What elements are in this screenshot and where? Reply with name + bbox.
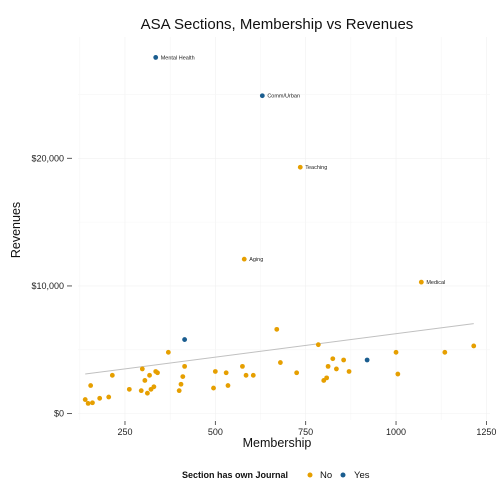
data-point [346,369,352,374]
data-point [341,357,347,363]
data-point [212,369,218,374]
data-point [85,401,91,406]
data-point [211,385,216,391]
legend-label-yes: Yes [354,470,370,481]
data-point [442,349,448,355]
data-point [144,390,150,396]
x-tick-label: 1250 [476,427,496,437]
data-point [250,372,256,378]
data-point [182,337,188,342]
y-axis-ticks: $0 $10,000 $20,000 [31,153,72,419]
data-point [182,363,188,369]
data-point-label: Medical [426,280,445,286]
data-point-label: Mental Health [161,55,195,61]
legend-marker-no [307,472,313,478]
data-point [139,366,145,372]
data-point [97,395,103,401]
x-tick-label: 500 [208,427,223,437]
x-axis-label: Membership [243,436,312,450]
data-point [259,93,265,99]
data-point [274,326,280,332]
data-point [109,372,115,378]
data-point [395,371,401,377]
data-point [471,343,477,349]
x-tick-label: 250 [117,427,132,437]
data-point [147,372,152,378]
data-point [241,256,247,262]
data-point [155,370,160,376]
data-point [180,374,186,379]
data-point [142,378,148,383]
grid-lines [78,37,490,420]
data-point [225,383,231,388]
data-point [82,397,88,402]
y-tick-label: $10,000 [31,281,64,291]
data-point [334,366,339,372]
data-point [325,363,331,369]
data-point [297,164,303,170]
legend-marker-yes [340,472,346,478]
y-tick-label: $20,000 [31,153,64,163]
data-point [324,375,330,381]
data-point [165,349,171,355]
y-axis-label: Revenues [9,202,23,258]
trend-line-group [85,323,474,375]
legend-title: Section has own Journal [182,470,288,480]
x-axis-ticks: 250 500 750 1000 1250 [117,421,496,437]
data-point [330,356,336,362]
chart-title: ASA Sections, Membership vs Revenues [141,16,414,33]
data-point [176,388,182,394]
data-point [277,360,283,365]
data-point [294,370,300,376]
data-point [88,383,94,388]
data-point [138,388,144,394]
data-point [90,400,95,406]
data-point-label: Aging [249,257,263,263]
data-point [364,357,370,363]
data-point [178,381,184,387]
data-point [315,342,321,348]
data-point [126,386,132,392]
x-tick-label: 750 [298,427,313,437]
legend: Section has own Journal No Yes [182,470,370,481]
data-point-label: Comm/Urban [267,94,300,100]
data-point [151,384,157,390]
data-point [223,370,229,376]
trend-line [85,323,474,375]
data-point [240,363,245,369]
data-point [106,394,112,400]
data-point [243,372,249,378]
x-tick-label: 1000 [386,427,406,437]
legend-label-no: No [320,470,332,481]
data-point [418,279,424,285]
data-point [393,349,399,355]
y-tick-label: $0 [54,409,64,419]
data-point-label: Teaching [305,165,327,171]
data-point [153,55,159,60]
data-points: Teaching Aging Medical Mental Health Comm/Ur… [82,55,477,406]
